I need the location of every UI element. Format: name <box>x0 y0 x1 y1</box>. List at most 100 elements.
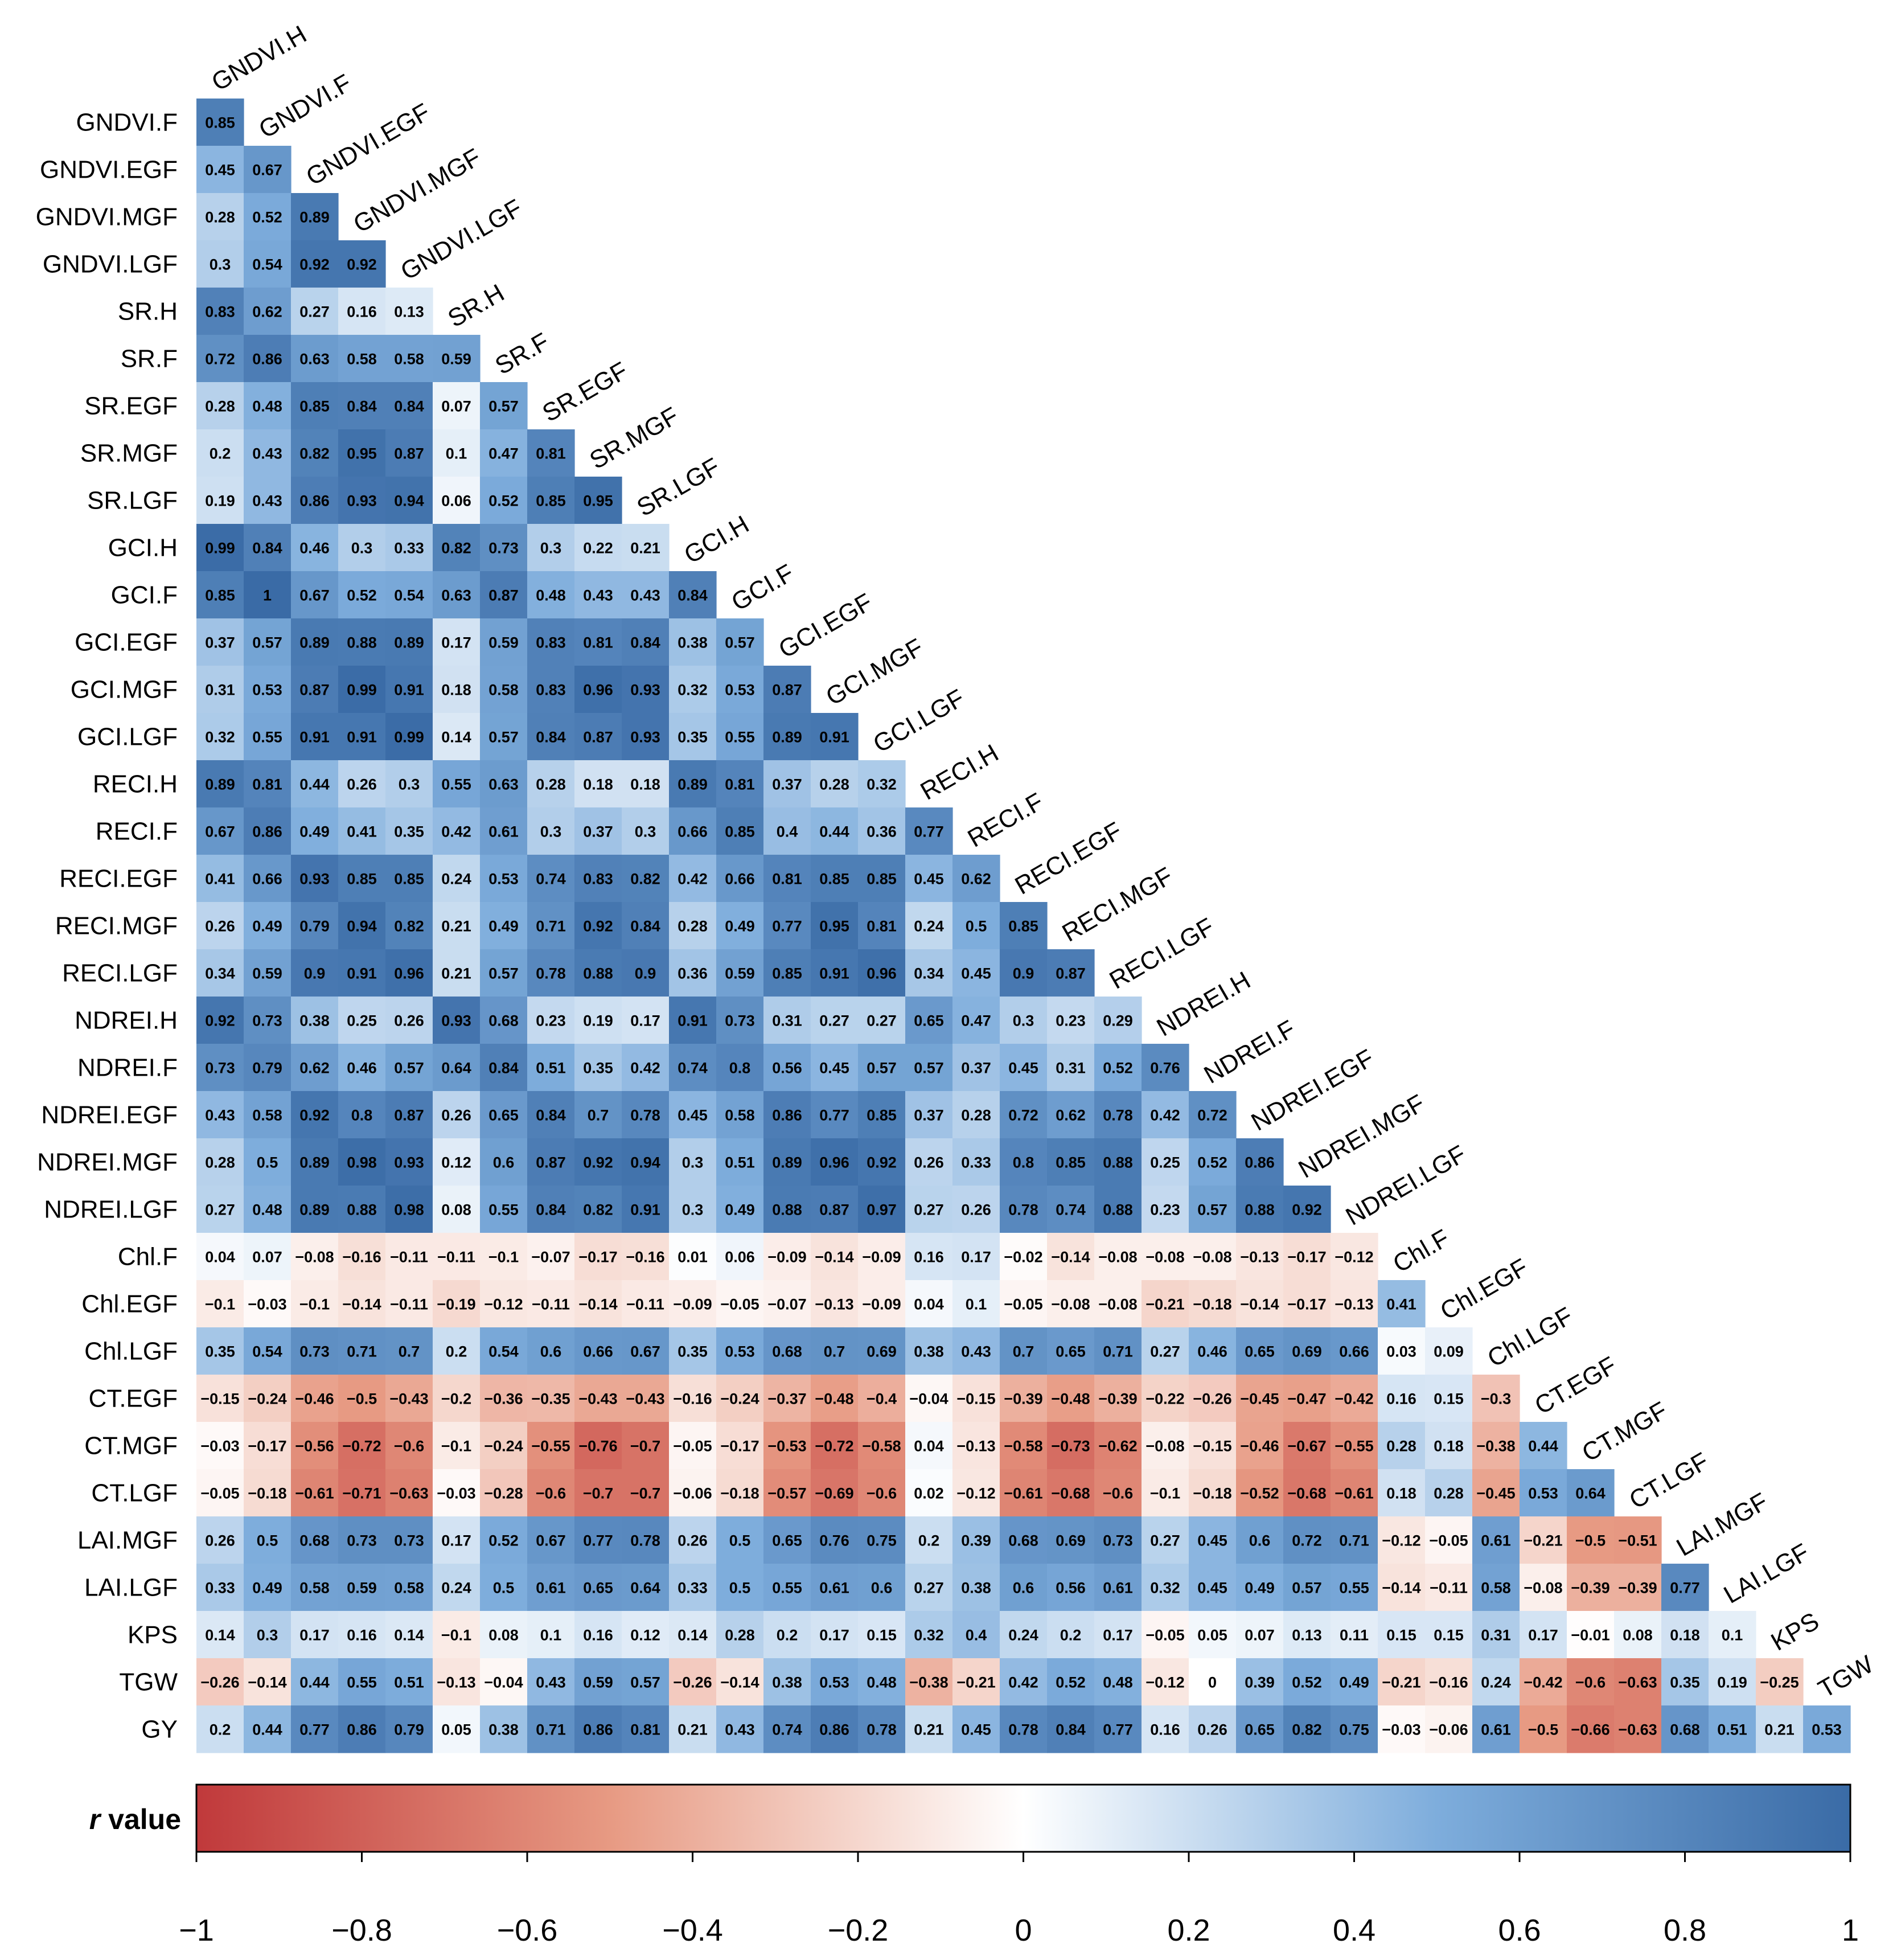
cell-r19-c0 <box>196 997 244 1044</box>
cell-r3-c2 <box>291 240 339 288</box>
cell-r30-c2 <box>291 1516 339 1564</box>
cell-value-r25-c17: −0.05 <box>1004 1296 1042 1313</box>
cell-r17-c3 <box>338 902 386 950</box>
cell-r22-c12 <box>763 1138 811 1186</box>
cell-r26-c8 <box>574 1327 622 1375</box>
cell-value-r25-c22: −0.14 <box>1240 1296 1279 1313</box>
cell-r5-c2 <box>291 335 339 383</box>
cell-r27-c10 <box>669 1375 717 1422</box>
cell-value-r3-c0: 0.3 <box>210 256 231 273</box>
cell-value-r23-c15: 0.27 <box>914 1202 944 1219</box>
cell-r7-c6 <box>480 429 528 477</box>
cell-r16-c7 <box>527 855 575 903</box>
cell-r34-c15 <box>905 1705 953 1753</box>
cell-r11-c2 <box>291 618 339 666</box>
cell-r24-c13 <box>811 1233 859 1281</box>
cell-value-r21-c12: 0.86 <box>772 1107 802 1124</box>
cell-value-r8-c5: 0.06 <box>441 493 471 510</box>
cell-value-r26-c8: 0.66 <box>583 1343 613 1360</box>
cell-r22-c9 <box>622 1138 670 1186</box>
cell-value-r30-c22: 0.6 <box>1249 1532 1271 1549</box>
cell-value-r5-c2: 0.63 <box>299 351 330 368</box>
cell-r25-c6 <box>480 1280 528 1328</box>
cell-r33-c1 <box>244 1658 291 1706</box>
cell-r27-c26 <box>1425 1375 1473 1422</box>
cell-value-r2-c1: 0.52 <box>252 209 282 226</box>
cell-r8-c3 <box>338 477 386 524</box>
cell-r22-c16 <box>952 1138 1000 1186</box>
cell-r32-c21 <box>1189 1611 1237 1659</box>
cell-value-r25-c10: −0.09 <box>673 1296 712 1313</box>
cell-value-r29-c22: −0.52 <box>1240 1485 1279 1502</box>
cell-r16-c8 <box>574 855 622 903</box>
cell-r20-c14 <box>858 1044 906 1092</box>
cell-value-r20-c15: 0.57 <box>914 1060 944 1077</box>
cell-r11-c1 <box>244 618 291 666</box>
row-label-24: Chl.F <box>118 1243 178 1271</box>
cell-r28-c28 <box>1520 1422 1567 1470</box>
cell-value-r28-c17: −0.58 <box>1004 1438 1042 1455</box>
cell-value-r23-c2: 0.89 <box>299 1202 330 1219</box>
cell-value-r28-c14: −0.58 <box>862 1438 901 1455</box>
cell-value-r4-c3: 0.16 <box>347 304 377 321</box>
row-labels: GNDVI.F GNDVI.EGF GNDVI.MGF GNDVI.LGF SR.H SR… <box>36 109 178 1744</box>
cell-r26-c17 <box>1000 1327 1048 1375</box>
cell-value-r34-c7: 0.71 <box>536 1721 566 1738</box>
cell-r27-c8 <box>574 1375 622 1422</box>
cell-r32-c31 <box>1661 1611 1709 1659</box>
cell-value-r7-c0: 0.2 <box>210 445 231 462</box>
col-label-20: NDREI.H <box>1152 966 1255 1042</box>
cell-value-r33-c8: 0.59 <box>583 1674 613 1691</box>
cell-value-r18-c6: 0.57 <box>488 965 519 982</box>
cell-value-r18-c13: 0.91 <box>819 965 849 982</box>
cell-r25-c18 <box>1047 1280 1095 1328</box>
cell-value-r27-c20: −0.22 <box>1145 1391 1184 1408</box>
cell-r23-c7 <box>527 1186 575 1233</box>
row-label-7: SR.MGF <box>80 440 178 468</box>
cell-value-r25-c0: −0.1 <box>205 1296 235 1313</box>
cell-value-r29-c17: −0.61 <box>1004 1485 1042 1502</box>
cell-value-r11-c9: 0.84 <box>630 634 660 651</box>
cell-value-r19-c4: 0.26 <box>394 1012 424 1030</box>
cell-value-r33-c25: −0.21 <box>1382 1674 1420 1691</box>
cell-r14-c7 <box>527 760 575 808</box>
cell-value-r34-c32: 0.51 <box>1717 1721 1747 1738</box>
col-label-9: SR.LGF <box>633 453 725 522</box>
cell-value-r27-c14: −0.4 <box>867 1391 897 1408</box>
cell-r29-c4 <box>385 1469 433 1517</box>
colorbar-tick-label-1: −0.8 <box>331 1913 392 1947</box>
cell-value-r10-c6: 0.87 <box>488 587 519 604</box>
cell-value-r25-c18: −0.08 <box>1051 1296 1090 1313</box>
cell-value-r10-c0: 0.85 <box>205 587 235 604</box>
cell-r19-c17 <box>1000 997 1048 1044</box>
cell-r19-c5 <box>433 997 481 1044</box>
colorbar-title: r value <box>89 1803 181 1835</box>
cell-r17-c15 <box>905 902 953 950</box>
cell-r29-c10 <box>669 1469 717 1517</box>
cell-r15-c1 <box>244 807 291 855</box>
cell-value-r33-c2: 0.44 <box>299 1674 330 1691</box>
cell-r25-c11 <box>716 1280 764 1328</box>
cell-r9-c6 <box>480 524 528 572</box>
cell-value-r26-c15: 0.38 <box>914 1343 944 1360</box>
cell-value-r10-c3: 0.52 <box>347 587 377 604</box>
cell-r33-c10 <box>669 1658 717 1706</box>
cell-r4-c1 <box>244 288 291 335</box>
cell-value-r12-c6: 0.58 <box>488 682 519 699</box>
cell-value-r29-c26: 0.28 <box>1434 1485 1464 1502</box>
cell-value-r25-c20: −0.21 <box>1145 1296 1184 1313</box>
cell-r16-c14 <box>858 855 906 903</box>
cell-r12-c9 <box>622 666 670 714</box>
cell-value-r27-c21: −0.26 <box>1193 1391 1231 1408</box>
cell-r26-c0 <box>196 1327 244 1375</box>
row-label-5: SR.F <box>121 345 178 373</box>
cell-value-r28-c1: −0.17 <box>248 1438 286 1455</box>
cell-r11-c10 <box>669 618 717 666</box>
cell-value-r16-c13: 0.85 <box>819 871 849 888</box>
cell-r29-c7 <box>527 1469 575 1517</box>
cell-value-r13-c12: 0.89 <box>772 729 802 746</box>
cell-r20-c17 <box>1000 1044 1048 1092</box>
cell-value-r28-c25: 0.28 <box>1386 1438 1416 1455</box>
cell-r14-c4 <box>385 760 433 808</box>
cell-value-r26-c14: 0.69 <box>867 1343 897 1360</box>
